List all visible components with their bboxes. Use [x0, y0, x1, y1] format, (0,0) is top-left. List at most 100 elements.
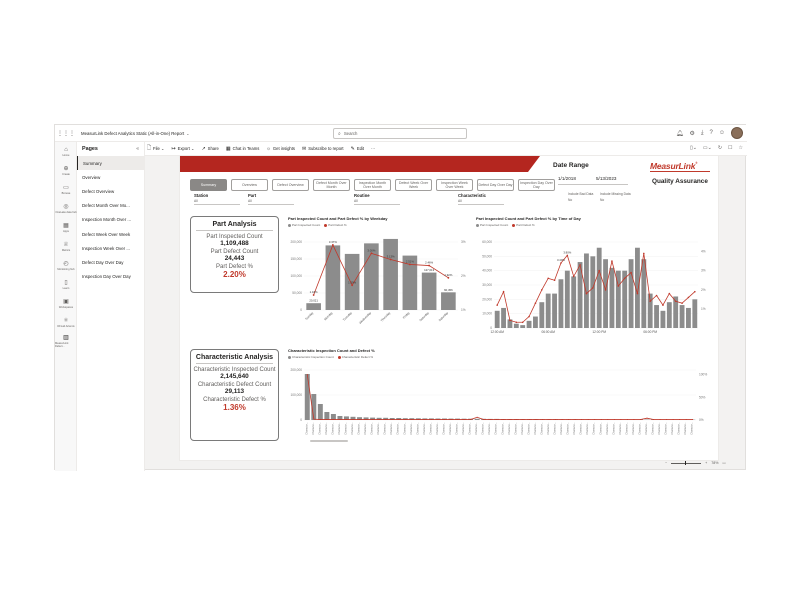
line-point[interactable] — [561, 419, 563, 421]
page-item[interactable]: Inspection Month Over ... — [82, 217, 132, 223]
line-point[interactable] — [463, 419, 465, 421]
nav-button[interactable]: Defect Week Over Week — [395, 179, 432, 191]
line-point[interactable] — [585, 292, 588, 295]
line-point[interactable] — [509, 319, 511, 322]
bar[interactable] — [389, 418, 395, 420]
bar[interactable] — [383, 417, 389, 420]
date-start-input[interactable]: 1/1/2018 — [558, 176, 576, 181]
slicer-dropdown[interactable]: All — [248, 199, 294, 205]
bar[interactable] — [558, 279, 564, 328]
bar[interactable] — [596, 247, 602, 328]
bar[interactable] — [330, 414, 336, 420]
nav-button[interactable]: Defect Overview — [272, 179, 309, 191]
favorite-icon[interactable]: ☆ — [738, 145, 743, 151]
bar[interactable] — [501, 307, 506, 328]
line-point[interactable] — [607, 419, 609, 421]
bar[interactable] — [564, 270, 570, 328]
line-point[interactable] — [359, 419, 361, 421]
line-point[interactable] — [636, 292, 639, 295]
line-point[interactable] — [351, 284, 354, 287]
bar[interactable] — [692, 299, 698, 328]
line-point[interactable] — [352, 419, 354, 421]
line-point[interactable] — [626, 419, 628, 421]
report-title[interactable]: MeasurLink Defect Analytics Static (All-… — [81, 130, 185, 136]
bar[interactable] — [647, 293, 653, 328]
search-input[interactable]: ⌕ Search — [333, 128, 467, 139]
line-point[interactable] — [489, 419, 491, 421]
line-point[interactable] — [694, 290, 696, 293]
bar[interactable] — [609, 267, 615, 328]
page-item[interactable]: Defect Overview — [82, 188, 115, 194]
line-point[interactable] — [457, 419, 459, 421]
zoom-out-icon[interactable]: − — [665, 461, 668, 465]
line-point[interactable] — [655, 294, 658, 297]
avatar[interactable] — [731, 127, 743, 139]
line-point[interactable] — [509, 419, 511, 421]
line-point[interactable] — [408, 263, 411, 266]
bar[interactable] — [615, 270, 621, 328]
line-point[interactable] — [666, 419, 668, 421]
line-point[interactable] — [653, 419, 655, 421]
line-point[interactable] — [391, 419, 393, 421]
bar[interactable] — [673, 296, 679, 328]
line-point[interactable] — [496, 304, 498, 306]
bar[interactable] — [324, 412, 330, 420]
feedback-icon[interactable]: ☺ — [718, 130, 725, 136]
line-point[interactable] — [581, 419, 583, 421]
line-point[interactable] — [574, 419, 576, 421]
line-point[interactable] — [365, 419, 367, 421]
bar[interactable] — [577, 262, 583, 328]
line-point[interactable] — [643, 252, 645, 255]
line-point[interactable] — [613, 419, 615, 421]
line-point[interactable] — [443, 419, 445, 421]
line-point[interactable] — [592, 287, 594, 289]
line-point[interactable] — [331, 244, 334, 246]
line-point[interactable] — [306, 374, 308, 376]
line-point[interactable] — [611, 260, 613, 262]
line-point[interactable] — [398, 419, 400, 421]
line-point[interactable] — [515, 321, 518, 324]
line-point[interactable] — [687, 296, 690, 299]
line-point[interactable] — [476, 416, 478, 418]
bar[interactable] — [343, 416, 349, 420]
chart-scrollbar[interactable] — [310, 440, 348, 442]
bar[interactable] — [421, 272, 437, 310]
line-point[interactable] — [521, 321, 524, 324]
bar[interactable] — [622, 270, 628, 328]
slicer-dropdown[interactable]: All — [354, 199, 400, 205]
bar[interactable] — [441, 292, 456, 310]
bar[interactable] — [396, 418, 402, 420]
nav-button[interactable]: Defect Month Over Month — [313, 179, 350, 191]
nav-button[interactable]: Overview — [231, 179, 268, 191]
comment-icon[interactable]: ☐ — [728, 145, 733, 151]
page-item[interactable]: Defect Month Over Mo... — [82, 203, 130, 209]
zoom-slider[interactable] — [671, 461, 702, 465]
line-point[interactable] — [424, 419, 426, 421]
page-item[interactable]: Inspection Day Over Day — [82, 274, 131, 280]
bar[interactable] — [304, 374, 310, 420]
line-point[interactable] — [547, 277, 549, 280]
line-point[interactable] — [515, 419, 517, 421]
line-point[interactable] — [534, 302, 537, 304]
bar[interactable] — [494, 310, 500, 328]
bar[interactable] — [350, 416, 356, 420]
line-point[interactable] — [566, 254, 569, 257]
date-end-input[interactable]: 5/13/2023 — [596, 176, 617, 181]
line-point[interactable] — [313, 418, 315, 420]
line-point[interactable] — [417, 419, 419, 421]
nav-button[interactable]: Summary — [190, 179, 227, 191]
line-point[interactable] — [502, 419, 504, 421]
line-point[interactable] — [555, 419, 557, 421]
notification-icon[interactable]: 🔔︎ — [675, 130, 684, 137]
bar[interactable] — [590, 256, 596, 328]
line-point[interactable] — [560, 262, 562, 264]
include-bad-data[interactable]: Include Bad Data No — [568, 192, 594, 202]
line-point[interactable] — [604, 288, 607, 291]
refresh-icon[interactable]: ↻ — [717, 145, 723, 151]
line-point[interactable] — [528, 419, 530, 421]
fit-page-icon[interactable]: ▭ — [722, 461, 726, 465]
chat-in-teams-button[interactable]: ▦ Chat in Teams — [225, 145, 260, 152]
line-point[interactable] — [339, 419, 341, 421]
line-point[interactable] — [685, 419, 687, 421]
rail-item-report[interactable]: ▥ MeasurLink Defect... — [55, 332, 77, 351]
